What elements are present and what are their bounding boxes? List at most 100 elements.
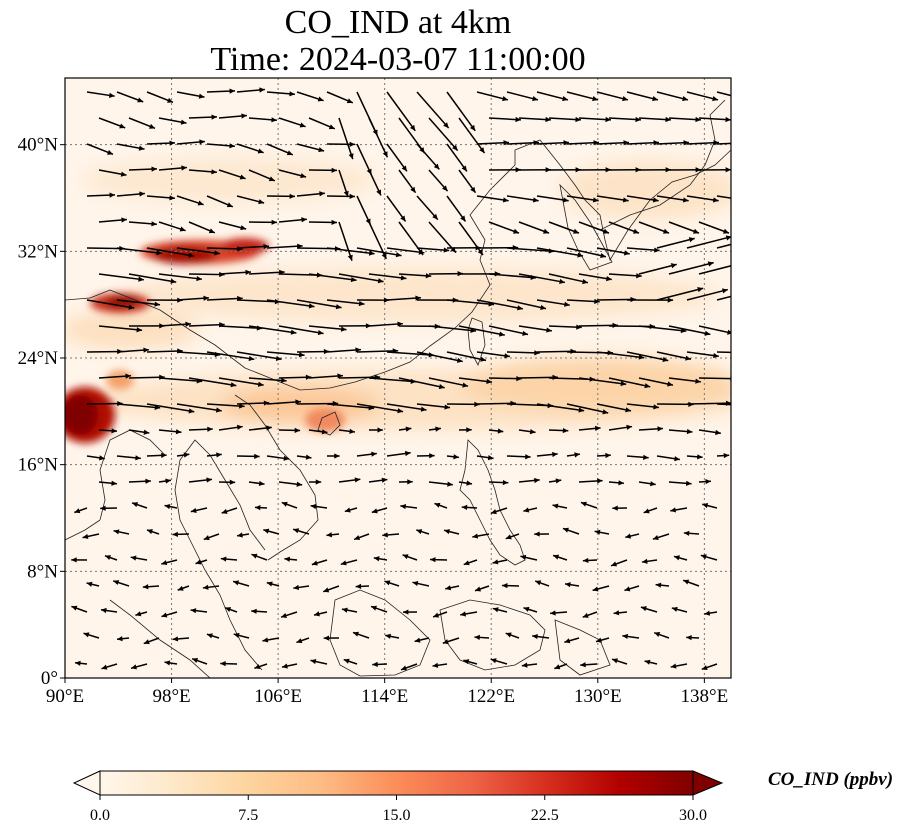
- wind-arrow: [206, 247, 243, 250]
- wind-arrow: [596, 247, 630, 255]
- wind-arrow-head: [554, 664, 561, 670]
- wind-arrow-head: [137, 97, 144, 103]
- wind-arrow-head: [580, 662, 586, 668]
- wind-arrow: [638, 263, 677, 275]
- wind-arrow-head: [486, 378, 492, 384]
- wind-arrow-head: [286, 150, 293, 156]
- wind-arrow: [128, 273, 177, 283]
- wind-arrow-head: [254, 453, 260, 459]
- wind-arrow-head: [308, 303, 315, 309]
- wind-arrow-head: [305, 374, 312, 380]
- wind-arrow: [608, 273, 642, 277]
- wind-arrow: [146, 350, 183, 353]
- map-title-line1: CO_IND at 4km: [284, 4, 512, 41]
- wind-arrow-head: [385, 633, 392, 639]
- wind-arrow-head: [625, 407, 632, 413]
- wind-arrow-head: [725, 167, 731, 173]
- wind-arrow-head: [700, 554, 707, 560]
- wind-arrow-head: [365, 323, 372, 329]
- wind-arrow-head: [131, 664, 137, 670]
- wind-arrow-head: [229, 479, 236, 485]
- wind-arrow-head: [371, 451, 377, 457]
- wind-arrow-head: [334, 453, 340, 459]
- wind-arrow-head: [460, 215, 466, 222]
- wind-arrow-head: [401, 165, 407, 172]
- wind-arrow-head: [344, 507, 351, 513]
- wind-arrow-head: [402, 609, 409, 615]
- wind-arrow-head: [161, 612, 168, 618]
- wind-arrow: [596, 403, 632, 412]
- wind-arrow-head: [71, 605, 78, 611]
- wind-arrow: [206, 351, 255, 361]
- wind-arrow: [188, 273, 225, 276]
- wind-arrow-head: [682, 96, 689, 102]
- wind-arrow-head: [534, 477, 540, 484]
- wind-arrow-head: [340, 326, 347, 332]
- wind-arrow: [458, 377, 493, 383]
- wind-arrow-head: [225, 607, 232, 612]
- wind-arrow-head: [573, 228, 580, 234]
- wind-arrow: [698, 265, 731, 275]
- wind-arrow-head: [151, 166, 157, 172]
- wind-arrow-head: [215, 407, 222, 413]
- wind-arrow-head: [143, 347, 149, 353]
- wind-arrow-head: [453, 454, 459, 460]
- wind-arrow-head: [128, 304, 135, 310]
- wind-arrow-head: [282, 663, 288, 669]
- wind-arrow: [548, 325, 582, 329]
- wind-arrow: [308, 325, 347, 331]
- wind-arrow-head: [456, 357, 463, 363]
- wind-arrow-head: [697, 287, 704, 293]
- wind-arrow-head: [139, 191, 145, 197]
- wind-arrow-head: [635, 167, 641, 173]
- wind-arrow: [656, 351, 692, 360]
- wind-arrow-head: [715, 429, 721, 436]
- wind-arrow-head: [236, 424, 243, 430]
- wind-arrow-head: [206, 477, 212, 483]
- wind-arrow-head: [612, 505, 618, 511]
- wind-arrow-head: [418, 249, 425, 255]
- wind-arrow-head: [372, 661, 378, 668]
- wind-arrow-head: [640, 606, 647, 612]
- wind-arrow-head: [401, 665, 407, 671]
- wind-arrow-head: [170, 278, 177, 284]
- wind-arrow-head: [319, 191, 325, 197]
- wind-arrow-head: [594, 529, 601, 535]
- wind-arrow-head: [433, 612, 440, 618]
- wind-arrow-head: [582, 278, 588, 285]
- wind-arrow-head: [502, 583, 508, 589]
- wind-arrow: [578, 377, 627, 386]
- wind-arrow: [698, 377, 731, 380]
- wind-arrow-head: [597, 478, 603, 484]
- wind-arrow-head: [156, 250, 162, 256]
- wind-arrow-head: [644, 659, 651, 665]
- wind-arrow-head: [479, 147, 485, 154]
- wind-arrow: [428, 377, 469, 387]
- colorbar-tick-label: 15.0: [383, 807, 411, 824]
- wind-arrow-head: [169, 195, 175, 201]
- wind-arrow: [416, 91, 450, 129]
- lat-tick-label: 24°N: [18, 348, 59, 369]
- wind-arrow-head: [266, 581, 273, 587]
- wind-arrow: [686, 235, 731, 249]
- wind-arrow-head: [504, 353, 510, 359]
- wind-arrow-head: [695, 167, 701, 173]
- wind-arrow-head: [121, 217, 127, 223]
- wind-arrow-head: [546, 327, 552, 333]
- lon-tick-label: 98°E: [152, 686, 190, 707]
- wind-arrow: [566, 403, 609, 414]
- wind-arrow-head: [605, 116, 611, 123]
- wind-arrow-head: [533, 140, 539, 146]
- wind-arrow: [176, 247, 221, 255]
- wind-arrow-head: [343, 658, 350, 664]
- wind-arrow-head: [318, 147, 325, 153]
- wind-arrow: [356, 247, 402, 257]
- wind-arrow-head: [657, 426, 663, 432]
- wind-arrow-head: [650, 481, 656, 487]
- wind-arrow-head: [550, 610, 556, 616]
- wind-arrow-head: [349, 141, 355, 147]
- wind-arrow: [416, 403, 451, 409]
- wind-arrow: [578, 273, 612, 281]
- wind-arrow-head: [592, 197, 599, 203]
- wind-arrow: [368, 377, 417, 383]
